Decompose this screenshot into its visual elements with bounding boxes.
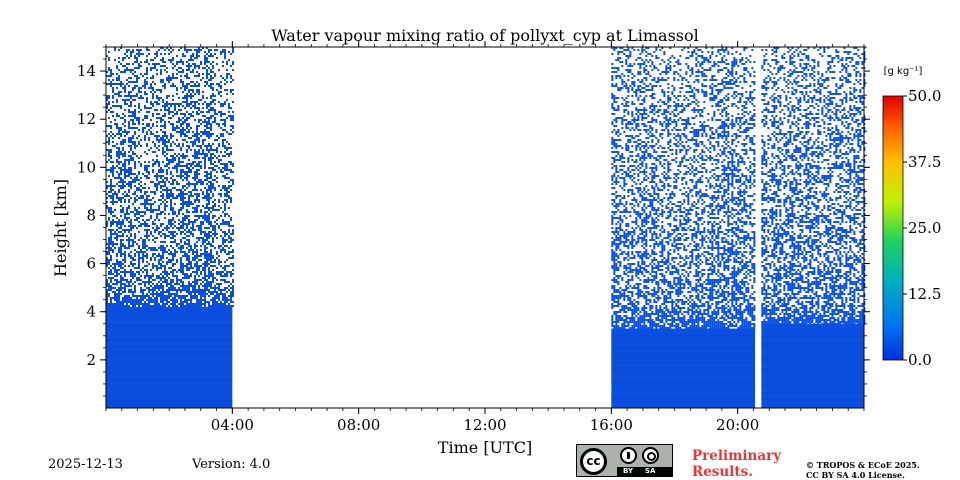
x-tick-label-3: 16:00 bbox=[590, 416, 633, 434]
preliminary-line-1: Preliminary bbox=[692, 448, 782, 464]
y-tick-label-1: 4 bbox=[86, 303, 96, 321]
heatmap-noise-2 bbox=[761, 47, 866, 325]
colorbar bbox=[882, 95, 904, 361]
x-tick-label-2: 12:00 bbox=[463, 416, 506, 434]
y-axis-label: Height [km] bbox=[51, 179, 70, 277]
colorbar-unit-label: [g kg⁻¹] bbox=[884, 66, 923, 77]
colorbar-tick-label-4: 50.0 bbox=[908, 87, 941, 105]
y-tick-label-4: 10 bbox=[77, 158, 96, 176]
preliminary-line-2: Results. bbox=[692, 464, 753, 480]
date-label: 2025-12-13 bbox=[48, 457, 123, 472]
cc-license-badge[interactable]: cc BY SA bbox=[576, 444, 673, 477]
heatmap-noise-1 bbox=[611, 47, 756, 329]
sa-label: SA bbox=[645, 467, 656, 475]
copyright-note: © TROPOS & ECoE 2025. CC BY SA 4.0 Licen… bbox=[806, 460, 920, 480]
by-attribution-icon bbox=[620, 447, 637, 464]
heatmap-boundary-layer-0 bbox=[106, 306, 233, 408]
y-tick-label-0: 2 bbox=[86, 351, 96, 369]
axis-ticks: 04:00 08:00 12:00 16:00 20:00 2 4 6 8 10 12 14 bbox=[77, 41, 870, 434]
chart-title: Water vapour mixing ratio of pollyxt_cyp… bbox=[271, 26, 698, 45]
share-alike-icon bbox=[642, 447, 659, 464]
heatmap-bl-texture-0 bbox=[106, 309, 233, 408]
x-tick-label-0: 04:00 bbox=[211, 416, 254, 434]
colorbar-tick-label-0: 0.0 bbox=[908, 351, 932, 369]
x-tick-label-1: 08:00 bbox=[337, 416, 380, 434]
y-tick-label-3: 8 bbox=[86, 206, 96, 224]
by-label: BY bbox=[623, 467, 634, 475]
heatmap-noise-0 bbox=[106, 47, 234, 307]
cc-icon: cc bbox=[580, 448, 607, 475]
colorbar-tick-label-3: 37.5 bbox=[908, 153, 941, 171]
y-tick-label-6: 14 bbox=[77, 62, 96, 80]
heatmap-bl-texture-2 bbox=[761, 335, 864, 401]
preliminary-results-note: Preliminary Results. bbox=[692, 448, 781, 480]
x-tick-label-4: 20:00 bbox=[716, 416, 759, 434]
copyright-line-1: © TROPOS & ECoE 2025. bbox=[806, 460, 920, 470]
heatmap-area bbox=[106, 47, 866, 409]
colorbar-ticks: 0.0 12.5 25.0 37.5 50.0 bbox=[903, 87, 941, 369]
copyright-line-2: CC BY SA 4.0 License. bbox=[806, 470, 905, 480]
y-tick-label-5: 12 bbox=[77, 110, 96, 128]
y-tick-label-2: 6 bbox=[86, 255, 96, 273]
version-label: Version: 4.0 bbox=[192, 457, 271, 472]
heatmap-bl-texture-1 bbox=[611, 334, 756, 409]
colorbar-tick-label-2: 25.0 bbox=[908, 219, 941, 237]
x-axis-label: Time [UTC] bbox=[438, 438, 532, 457]
colorbar-tick-label-1: 12.5 bbox=[908, 285, 941, 303]
